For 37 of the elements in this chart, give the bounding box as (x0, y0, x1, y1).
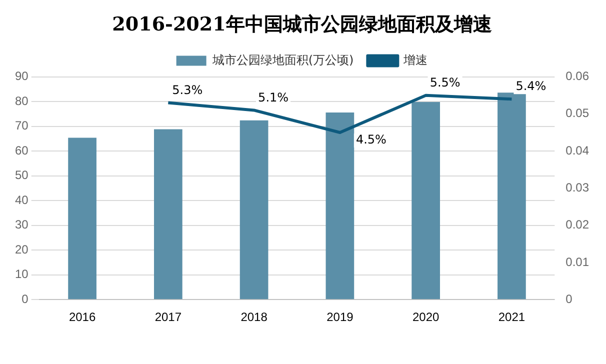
legend-label: 城市公园绿地面积(万公顷) (211, 52, 354, 67)
bar (498, 92, 526, 300)
x-tick-label: 2017 (154, 310, 182, 324)
x-tick-label: 2016 (68, 310, 96, 324)
bar (412, 102, 440, 300)
x-tick-label: 2018 (240, 310, 268, 324)
data-label: 5.4% (516, 79, 546, 94)
data-label: 5.3% (172, 82, 203, 97)
y2-tick-label: 0.06 (566, 69, 590, 84)
y2-tick-label: 0 (566, 292, 573, 306)
x-tick-label: 2021 (498, 310, 526, 324)
x-tick-label: 2019 (326, 310, 354, 324)
y2-tick-label: 0.05 (566, 106, 590, 120)
y-tick-label: 80 (14, 94, 29, 108)
data-label: 5.1% (258, 90, 289, 104)
y-tick-label: 50 (14, 168, 29, 182)
y2-tick-label: 0.04 (566, 143, 590, 158)
y-tick-label: 90 (14, 69, 29, 84)
y-tick-label: 40 (14, 192, 29, 207)
x-tick-label: 2020 (412, 310, 440, 324)
bar (240, 120, 268, 300)
y-tick-label: 0 (22, 292, 29, 306)
legend-label: 增速 (402, 52, 428, 67)
y2-tick-label: 0.01 (566, 254, 590, 269)
chart-title: 2016-2021年中国城市公园绿地面积及增速 (112, 13, 492, 36)
y-tick-label: 30 (14, 218, 29, 232)
bar (68, 138, 96, 300)
data-label: 5.5% (430, 75, 460, 90)
y-tick-label: 20 (14, 242, 29, 256)
y2-tick-label: 0.03 (566, 180, 590, 195)
y-tick-label: 70 (14, 118, 29, 133)
data-label: 4.5% (356, 132, 386, 147)
y-tick-label: 60 (14, 143, 29, 158)
y2-tick-label: 0.02 (566, 218, 590, 232)
y-tick-label: 10 (14, 267, 29, 282)
bar (154, 129, 182, 300)
bar (326, 112, 354, 300)
